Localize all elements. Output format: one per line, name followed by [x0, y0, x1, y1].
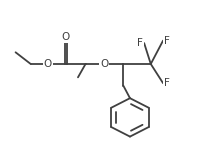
Text: O: O [61, 32, 69, 42]
Text: F: F [163, 78, 169, 88]
Text: O: O [43, 59, 52, 69]
Text: O: O [100, 59, 108, 69]
Text: F: F [137, 38, 143, 48]
Text: F: F [163, 36, 169, 46]
